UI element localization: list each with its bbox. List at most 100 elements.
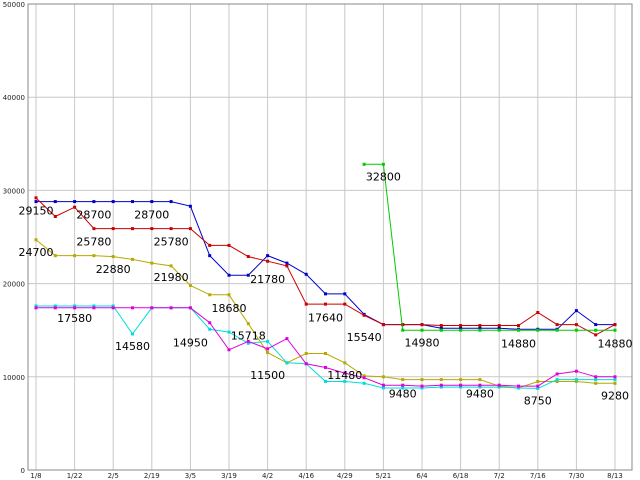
data-point bbox=[111, 304, 115, 308]
data-point bbox=[574, 379, 578, 383]
data-point bbox=[266, 254, 270, 258]
data-point bbox=[266, 351, 270, 355]
data-point bbox=[439, 378, 443, 382]
data-point bbox=[34, 304, 38, 308]
data-point bbox=[613, 323, 617, 327]
data-point bbox=[613, 378, 617, 382]
data-point bbox=[208, 321, 212, 325]
data-point bbox=[53, 254, 57, 258]
x-tick-label: 8/13 bbox=[607, 472, 623, 480]
data-point bbox=[343, 292, 347, 296]
data-label: 25780 bbox=[154, 236, 189, 249]
data-point bbox=[574, 309, 578, 313]
data-point bbox=[478, 378, 482, 382]
data-point bbox=[188, 204, 192, 208]
data-point bbox=[420, 384, 424, 388]
data-point bbox=[246, 322, 250, 326]
x-tick-label: 7/16 bbox=[530, 472, 546, 480]
x-tick-label: 1/22 bbox=[67, 472, 83, 480]
data-point bbox=[34, 196, 38, 200]
data-label: 14980 bbox=[405, 336, 440, 349]
data-point bbox=[73, 304, 77, 308]
data-point bbox=[304, 302, 308, 306]
data-point bbox=[208, 243, 212, 247]
data-point bbox=[594, 333, 598, 337]
data-label: 14950 bbox=[173, 337, 208, 350]
x-tick-label: 2/5 bbox=[108, 472, 119, 480]
data-point bbox=[555, 379, 559, 383]
plot-frame bbox=[27, 3, 633, 471]
data-point bbox=[285, 261, 289, 265]
data-point bbox=[536, 386, 540, 390]
data-point bbox=[381, 375, 385, 379]
data-point bbox=[343, 302, 347, 306]
data-point bbox=[285, 361, 289, 365]
data-point bbox=[381, 383, 385, 387]
data-point bbox=[459, 378, 463, 382]
data-point bbox=[459, 383, 463, 387]
data-point bbox=[73, 306, 77, 310]
data-point bbox=[266, 339, 270, 343]
data-point bbox=[478, 324, 482, 328]
data-point bbox=[478, 383, 482, 387]
data-point bbox=[266, 259, 270, 263]
y-tick-label: 40000 bbox=[3, 94, 25, 102]
data-point bbox=[574, 369, 578, 373]
data-point bbox=[150, 261, 154, 265]
data-point bbox=[439, 328, 443, 332]
data-label: 15718 bbox=[231, 330, 266, 343]
data-point bbox=[459, 324, 463, 328]
data-point bbox=[594, 375, 598, 379]
data-point bbox=[188, 283, 192, 287]
data-point bbox=[92, 304, 96, 308]
data-label: 9280 bbox=[601, 390, 629, 403]
data-point bbox=[459, 328, 463, 332]
series-group bbox=[34, 162, 617, 390]
x-tick-label: 4/16 bbox=[298, 472, 314, 480]
axes bbox=[27, 3, 633, 471]
data-label: 15540 bbox=[347, 331, 382, 344]
data-point bbox=[131, 200, 134, 204]
data-point bbox=[478, 326, 482, 330]
data-point bbox=[362, 162, 366, 166]
data-point bbox=[555, 328, 559, 332]
y-tick-label: 0 bbox=[21, 467, 25, 475]
data-point bbox=[362, 381, 366, 385]
data-point bbox=[53, 304, 57, 308]
data-point bbox=[169, 264, 173, 268]
data-point bbox=[324, 379, 327, 383]
data-point bbox=[111, 227, 115, 231]
data-point bbox=[208, 254, 212, 258]
data-point bbox=[613, 381, 617, 385]
data-point bbox=[169, 306, 173, 310]
data-point bbox=[381, 323, 385, 327]
data-point bbox=[439, 326, 443, 330]
data-point bbox=[420, 328, 424, 332]
data-label: 14880 bbox=[501, 337, 536, 350]
data-point bbox=[555, 323, 559, 327]
data-point bbox=[34, 200, 38, 204]
data-point bbox=[517, 324, 520, 328]
data-point bbox=[53, 306, 57, 310]
x-tick-label: 4/29 bbox=[337, 472, 353, 480]
data-point bbox=[555, 372, 559, 376]
data-point bbox=[613, 375, 617, 379]
data-point bbox=[497, 328, 501, 332]
data-point bbox=[459, 385, 463, 389]
data-point bbox=[227, 273, 231, 277]
data-point bbox=[246, 273, 250, 277]
data-point bbox=[401, 378, 405, 382]
data-point bbox=[497, 385, 501, 389]
data-point bbox=[73, 200, 77, 204]
data-label: 8750 bbox=[524, 394, 552, 407]
data-point bbox=[420, 378, 424, 382]
data-point bbox=[111, 255, 115, 259]
data-label: 22880 bbox=[96, 263, 131, 276]
data-point bbox=[536, 384, 540, 388]
data-point bbox=[246, 255, 250, 259]
data-point bbox=[169, 227, 173, 231]
data-point bbox=[227, 293, 231, 297]
data-point bbox=[188, 306, 192, 310]
data-point bbox=[594, 323, 598, 327]
data-point bbox=[111, 306, 115, 310]
